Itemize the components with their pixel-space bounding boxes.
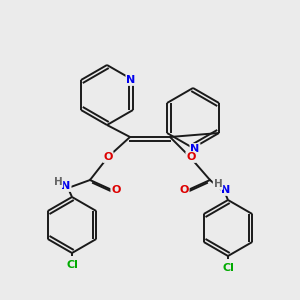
Text: O: O bbox=[111, 185, 121, 195]
Text: N: N bbox=[221, 185, 231, 195]
Text: Cl: Cl bbox=[66, 260, 78, 270]
Text: N: N bbox=[190, 144, 200, 154]
Text: H: H bbox=[214, 179, 222, 189]
Text: O: O bbox=[103, 152, 113, 162]
Text: O: O bbox=[186, 152, 196, 162]
Text: N: N bbox=[61, 181, 70, 191]
Text: H: H bbox=[54, 177, 62, 187]
Text: N: N bbox=[126, 75, 136, 85]
Text: O: O bbox=[179, 185, 189, 195]
Text: Cl: Cl bbox=[222, 263, 234, 273]
